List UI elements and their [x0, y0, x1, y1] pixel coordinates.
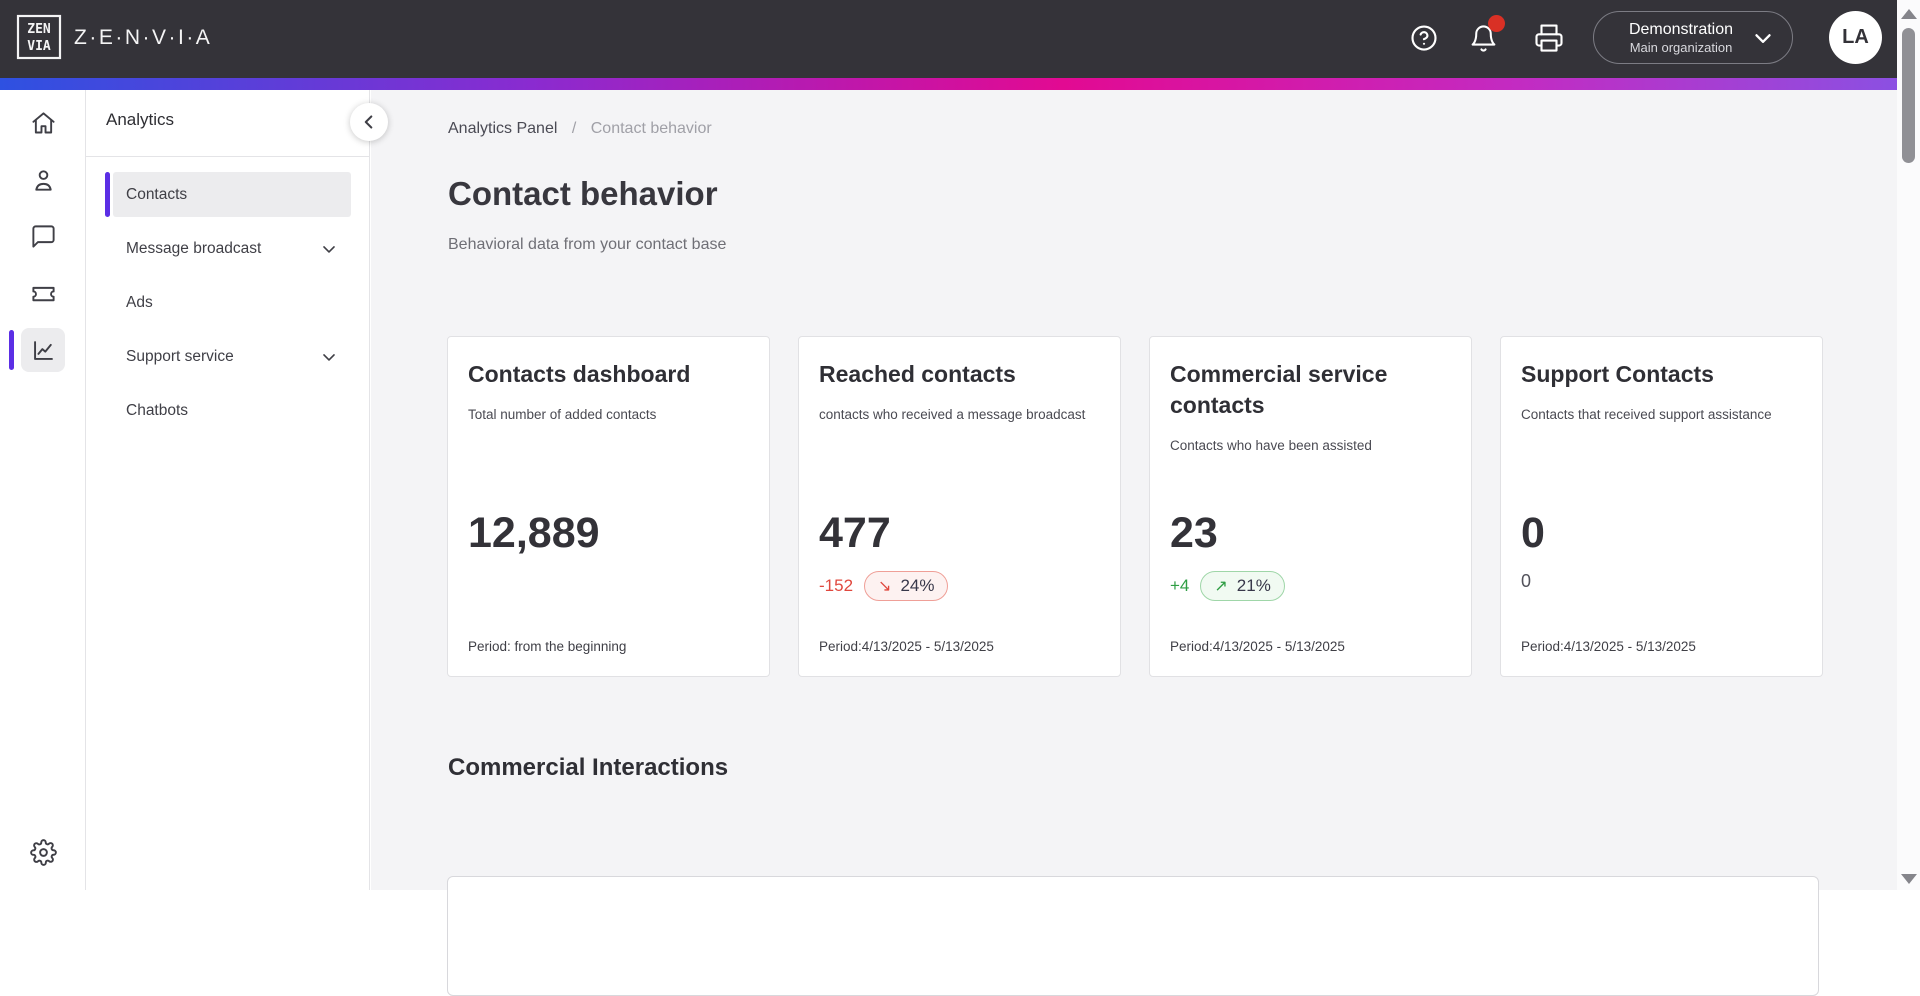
line-chart-icon	[33, 340, 53, 360]
icon-rail	[0, 90, 86, 890]
card-title: Reached contacts	[819, 361, 1016, 387]
card-delta-row: 0	[1521, 571, 1531, 592]
card-title: Support Contacts	[1521, 361, 1714, 387]
sidebar-item-label: Contacts	[126, 185, 188, 203]
page-title: Contact behavior	[448, 175, 718, 212]
card-description: Contacts who have been assisted	[1170, 438, 1372, 453]
sidebar-item-label: Ads	[126, 293, 153, 311]
active-rail-indicator	[9, 330, 14, 370]
help-button[interactable]	[1408, 22, 1440, 54]
rail-item-settings[interactable]	[21, 830, 65, 874]
topbar: ZEN VIA Z·E·N·V·I·A Demonstration Main o…	[0, 0, 1897, 78]
card-value: 12,889	[468, 509, 600, 557]
breadcrumb-separator: /	[571, 120, 577, 137]
card-description: contacts who received a message broadcas…	[819, 407, 1086, 422]
notifications-button[interactable]	[1467, 15, 1505, 54]
zenvia-logo-icon: ZEN VIA	[16, 14, 62, 60]
card-value: 0	[1521, 509, 1545, 557]
sidebar-item-support-service[interactable]: Support service	[113, 334, 351, 379]
card-period: Period:4/13/2025 - 5/13/2025	[1521, 639, 1696, 654]
delta-value: 0	[1521, 571, 1532, 591]
card-support-contacts: Support Contacts Contacts that received …	[1500, 336, 1823, 677]
svg-text:VIA: VIA	[27, 39, 51, 54]
sidebar-item-label: Support service	[126, 347, 234, 365]
trend-pill: ↗ 21%	[1200, 571, 1285, 601]
card-contacts-dashboard: Contacts dashboard Total number of added…	[447, 336, 770, 677]
card-title: Contacts dashboard	[468, 361, 691, 387]
active-item-indicator	[105, 172, 110, 217]
breadcrumb-analytics-panel[interactable]: Analytics Panel	[448, 120, 558, 137]
chevron-down-icon	[1750, 25, 1776, 51]
gear-icon	[29, 838, 57, 866]
commercial-interactions-card	[447, 876, 1819, 996]
card-description: Contacts that received support assistanc…	[1521, 407, 1772, 422]
sidebar-item-contacts[interactable]: Contacts	[113, 172, 351, 217]
print-icon	[1535, 24, 1563, 52]
notification-badge	[1488, 15, 1505, 32]
sidebar-item-chatbots[interactable]: Chatbots	[113, 388, 351, 433]
rail-item-home[interactable]	[21, 101, 65, 145]
organization-suborg: Main organization	[1629, 39, 1733, 55]
card-delta-row: +4 ↗ 21%	[1170, 571, 1285, 601]
organization-switcher[interactable]: Demonstration Main organization	[1593, 11, 1793, 64]
trend-pill: ↘ 24%	[864, 571, 949, 601]
rail-item-tickets[interactable]	[21, 271, 65, 315]
card-title: Commercial service contacts	[1170, 361, 1388, 418]
section-title-commercial-interactions: Commercial Interactions	[448, 754, 729, 781]
brand-gradient-bar	[0, 78, 1897, 90]
bell-icon	[1471, 24, 1495, 52]
sidebar-item-label: Message broadcast	[126, 239, 262, 257]
card-reached-contacts: Reached contacts contacts who received a…	[798, 336, 1121, 677]
delta-value: +4	[1170, 576, 1190, 595]
sidebar-collapse-button[interactable]	[350, 103, 388, 141]
card-commercial-service-contacts: Commercial service contacts Contacts who…	[1149, 336, 1472, 677]
svg-text:ZEN: ZEN	[27, 22, 51, 37]
print-button[interactable]	[1533, 22, 1565, 54]
card-description: Total number of added contacts	[468, 407, 657, 422]
analytics-sidebar: Analytics Contacts Message broadcast Ads…	[86, 90, 370, 890]
rail-item-contacts[interactable]	[21, 158, 65, 202]
delta-value: -152	[819, 576, 854, 595]
sidebar-item-label: Chatbots	[126, 401, 189, 419]
person-icon	[34, 169, 52, 191]
trend-up-arrow-icon: ↗	[1214, 578, 1228, 595]
card-value: 23	[1170, 509, 1218, 557]
sidebar-title: Analytics	[106, 110, 175, 129]
chevron-down-icon	[319, 239, 339, 259]
sidebar-item-ads[interactable]: Ads	[113, 280, 351, 325]
rail-item-analytics[interactable]	[21, 328, 65, 372]
breadcrumb: Analytics Panel / Contact behavior	[448, 120, 712, 138]
main-content: Analytics Panel / Contact behavior Conta…	[371, 90, 1897, 996]
chevron-left-icon	[364, 115, 373, 129]
scrollbar-up-arrow[interactable]	[1901, 9, 1917, 19]
delta-percent: 24%	[900, 576, 935, 595]
kpi-cards-row: Contacts dashboard Total number of added…	[447, 336, 1823, 677]
card-value: 477	[819, 509, 891, 557]
sidebar-divider	[86, 156, 369, 157]
home-icon	[31, 111, 55, 133]
ticket-icon	[31, 286, 55, 301]
breadcrumb-current: Contact behavior	[590, 120, 712, 137]
card-period: Period:4/13/2025 - 5/13/2025	[819, 639, 994, 654]
card-delta-row: -152 ↘ 24%	[819, 571, 949, 601]
card-period: Period: from the beginning	[468, 639, 627, 654]
zenvia-logo-text: Z·E·N·V·I·A	[74, 26, 213, 49]
card-period: Period:4/13/2025 - 5/13/2025	[1170, 639, 1345, 654]
user-avatar[interactable]: LA	[1829, 11, 1882, 64]
page-subtitle: Behavioral data from your contact base	[448, 236, 727, 253]
avatar-initials: LA	[1842, 26, 1869, 48]
trend-down-arrow-icon: ↘	[878, 578, 892, 595]
rail-item-conversations[interactable]	[21, 214, 65, 258]
delta-percent: 21%	[1236, 576, 1271, 595]
sidebar-item-message-broadcast[interactable]: Message broadcast	[113, 226, 351, 271]
vertical-scrollbar[interactable]	[1897, 0, 1920, 890]
chat-icon	[31, 224, 55, 248]
scrollbar-down-arrow[interactable]	[1901, 874, 1917, 884]
chevron-down-icon	[319, 347, 339, 367]
scrollbar-thumb[interactable]	[1902, 28, 1915, 163]
help-icon	[1411, 25, 1437, 51]
organization-name: Demonstration	[1628, 20, 1734, 38]
